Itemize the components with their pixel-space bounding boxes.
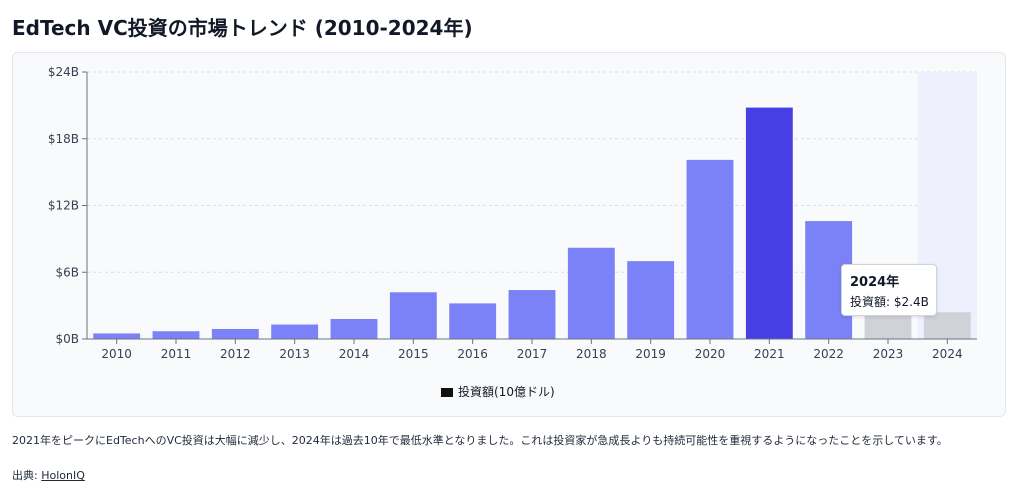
source-link[interactable]: HolonIQ — [41, 469, 85, 482]
bar-2014[interactable] — [330, 318, 378, 339]
bars — [93, 107, 971, 339]
x-tick-label: 2014 — [339, 347, 370, 361]
x-tick-label: 2020 — [695, 347, 726, 361]
tooltip-value: 投資額: $2.4B — [850, 295, 929, 309]
page-title: EdTech VC投資の市場トレンド (2010-2024年) — [12, 16, 473, 40]
x-tick-label: 2022 — [813, 347, 844, 361]
bar-2010[interactable] — [93, 333, 141, 339]
source-label: 出典: — [12, 469, 38, 482]
x-tick-label: 2024 — [932, 347, 963, 361]
bar-2013[interactable] — [271, 324, 319, 339]
bar-2017[interactable] — [508, 290, 556, 339]
x-tick-label: 2010 — [101, 347, 132, 361]
x-tick-label: 2021 — [754, 347, 785, 361]
tooltip-title: 2024年 — [850, 275, 900, 290]
x-tick-label: 2015 — [398, 347, 429, 361]
y-tick-label: $12B — [48, 199, 79, 213]
bar-chart: $0B$6B$12B$18B$24B 2010 2011 2012 2013 2014 2… — [48, 65, 977, 361]
x-tick-label: 2023 — [873, 347, 904, 361]
axes — [82, 71, 977, 344]
bar-2019[interactable] — [627, 261, 675, 339]
chart-caption: 2021年をピークにEdTechへのVC投資は大幅に減少し、2024年は過去10… — [12, 434, 948, 447]
y-tick-label: $0B — [55, 332, 79, 346]
y-tick-label: $18B — [48, 132, 79, 146]
legend-label: 投資額(10億ドル) — [458, 385, 555, 399]
bar-2018[interactable] — [567, 247, 615, 339]
bar-2015[interactable] — [389, 292, 437, 339]
legend-swatch — [441, 388, 453, 397]
bar-2016[interactable] — [449, 303, 497, 339]
x-tick-label: 2013 — [279, 347, 310, 361]
bar-2021[interactable] — [745, 107, 793, 339]
x-tick-label: 2011 — [161, 347, 192, 361]
bar-2011[interactable] — [152, 331, 200, 339]
chart-card: $0B $6B $12B $18B $24B 2010 2011 2012 2013 2014 2… — [12, 52, 1006, 417]
y-tick-label: $6B — [55, 265, 79, 279]
source-line: 出典: HolonIQ — [12, 469, 85, 483]
bar-2020[interactable] — [686, 159, 734, 339]
chart-legend[interactable]: 投資額(10億ドル) — [441, 383, 555, 400]
x-tick-label: 2012 — [220, 347, 251, 361]
chart-tooltip: 2024年 投資額: $2.4B — [841, 264, 937, 316]
bar-2024[interactable] — [923, 312, 971, 339]
bar-2012[interactable] — [211, 328, 259, 339]
x-tick-label: 2017 — [517, 347, 548, 361]
x-tick-label: 2016 — [457, 347, 488, 361]
y-tick-label: $24B — [48, 65, 79, 79]
x-tick-label: 2018 — [576, 347, 607, 361]
y-tick-labels: $0B $6B $12B $18B $24B — [48, 65, 79, 346]
x-tick-labels: 2010 2011 2012 2013 2014 2015 2016 2017 2018 2019… — [101, 347, 962, 361]
x-tick-label: 2019 — [635, 347, 666, 361]
grid-lines — [87, 71, 977, 273]
